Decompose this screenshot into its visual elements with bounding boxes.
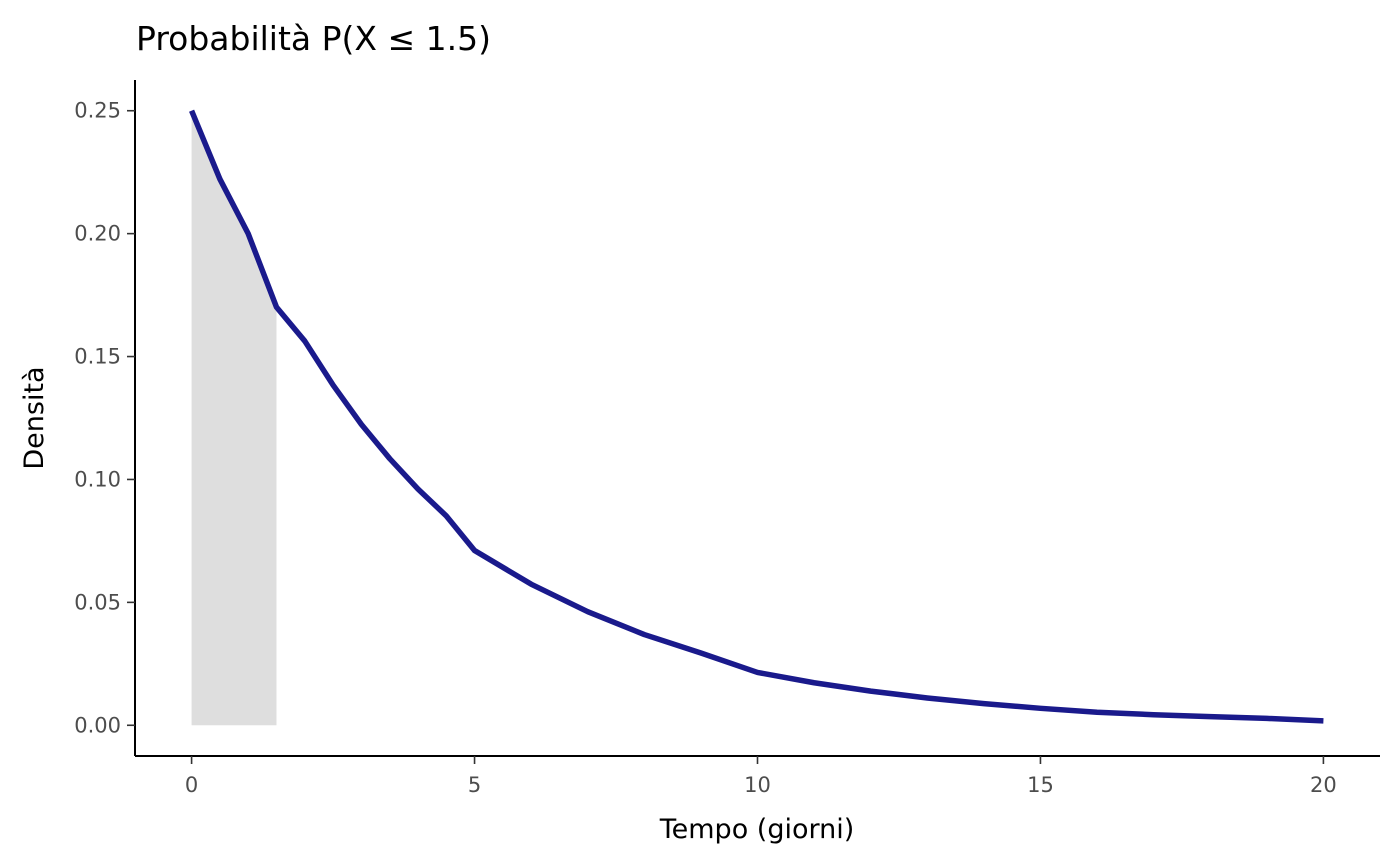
y-tick-label: 0.00 xyxy=(74,713,121,737)
x-axis-ticks: 0 5 10 15 20 xyxy=(185,756,1337,797)
x-tick-label: 20 xyxy=(1310,773,1337,797)
x-tick-label: 5 xyxy=(468,773,481,797)
chart-title: Probabilità P(X ≤ 1.5) xyxy=(136,19,491,58)
y-axis-title: Densità xyxy=(19,366,50,469)
shaded-probability-area xyxy=(191,110,277,726)
y-axis-ticks: 0.00 0.05 0.10 0.15 0.20 0.25 xyxy=(74,99,135,737)
y-tick-label: 0.05 xyxy=(74,590,121,614)
x-tick-label: 0 xyxy=(185,773,198,797)
y-tick-label: 0.15 xyxy=(74,345,121,369)
y-tick-label: 0.20 xyxy=(74,222,121,246)
series-layer xyxy=(189,109,1324,724)
density-line xyxy=(189,109,1324,724)
y-tick-label: 0.10 xyxy=(74,467,121,491)
x-tick-label: 10 xyxy=(744,773,771,797)
y-tick-label: 0.25 xyxy=(74,99,121,123)
x-axis-title: Tempo (giorni) xyxy=(659,814,855,845)
x-tick-label: 15 xyxy=(1027,773,1054,797)
shaded-area xyxy=(191,110,277,726)
